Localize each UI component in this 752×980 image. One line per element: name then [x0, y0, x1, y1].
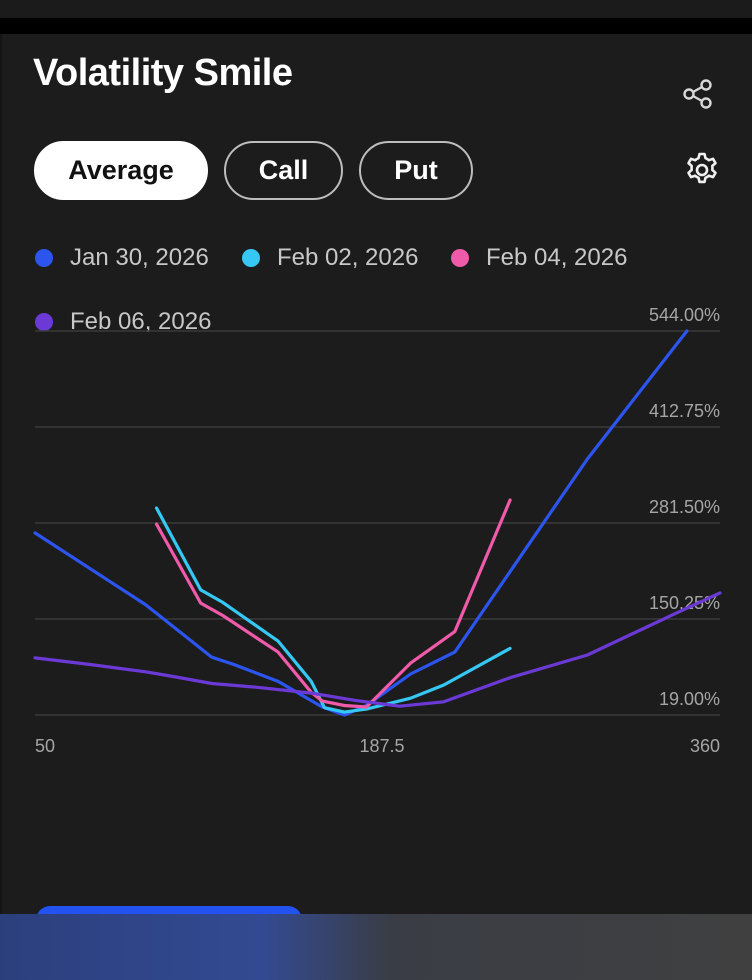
page-title: Volatility Smile — [33, 52, 293, 94]
share-icon — [683, 79, 712, 109]
legend-dot-feb-06 — [35, 313, 53, 331]
series-line-0[interactable] — [33, 329, 689, 717]
legend-dot-feb-04 — [451, 249, 469, 267]
y-tick-label: 412.75% — [649, 401, 720, 421]
y-tick-label: 19.00% — [659, 689, 720, 709]
legend-item-jan-30[interactable]: Jan 30, 2026 — [35, 243, 209, 273]
legend-label: Jan 30, 2026 — [70, 244, 209, 271]
y-tick-label: 281.50% — [649, 497, 720, 517]
gear-icon — [687, 152, 717, 184]
settings-button[interactable] — [682, 150, 722, 190]
legend-dot-jan-30 — [35, 249, 53, 267]
x-tick-label: 360 — [690, 736, 720, 756]
y-tick-label: 150.25% — [649, 593, 720, 613]
x-tick-label: 50 — [35, 736, 55, 756]
legend-label: Feb 02, 2026 — [277, 244, 419, 271]
volatility-smile-chart: 544.00% 412.75% 281.50% 150.25% 19.00% 50 187.… — [33, 305, 722, 756]
legend-label: Feb 04, 2026 — [486, 244, 628, 271]
share-button[interactable] — [680, 76, 716, 112]
bottom-overlay — [0, 914, 752, 980]
top-divider — [0, 18, 752, 34]
legend-item-feb-04[interactable]: Feb 04, 2026 — [451, 243, 627, 273]
tab-call[interactable]: Call — [224, 141, 343, 200]
tab-put[interactable]: Put — [359, 141, 473, 200]
legend-dot-feb-02 — [242, 249, 260, 267]
series-line-3[interactable] — [33, 591, 722, 708]
legend-item-feb-02[interactable]: Feb 02, 2026 — [242, 243, 418, 273]
x-tick-label: 187.5 — [359, 736, 404, 756]
tab-average[interactable]: Average — [34, 141, 208, 200]
series-line-1[interactable] — [154, 506, 512, 714]
series-line-2[interactable] — [154, 498, 512, 709]
top-bar — [0, 0, 752, 18]
y-tick-label: 544.00% — [649, 305, 720, 325]
